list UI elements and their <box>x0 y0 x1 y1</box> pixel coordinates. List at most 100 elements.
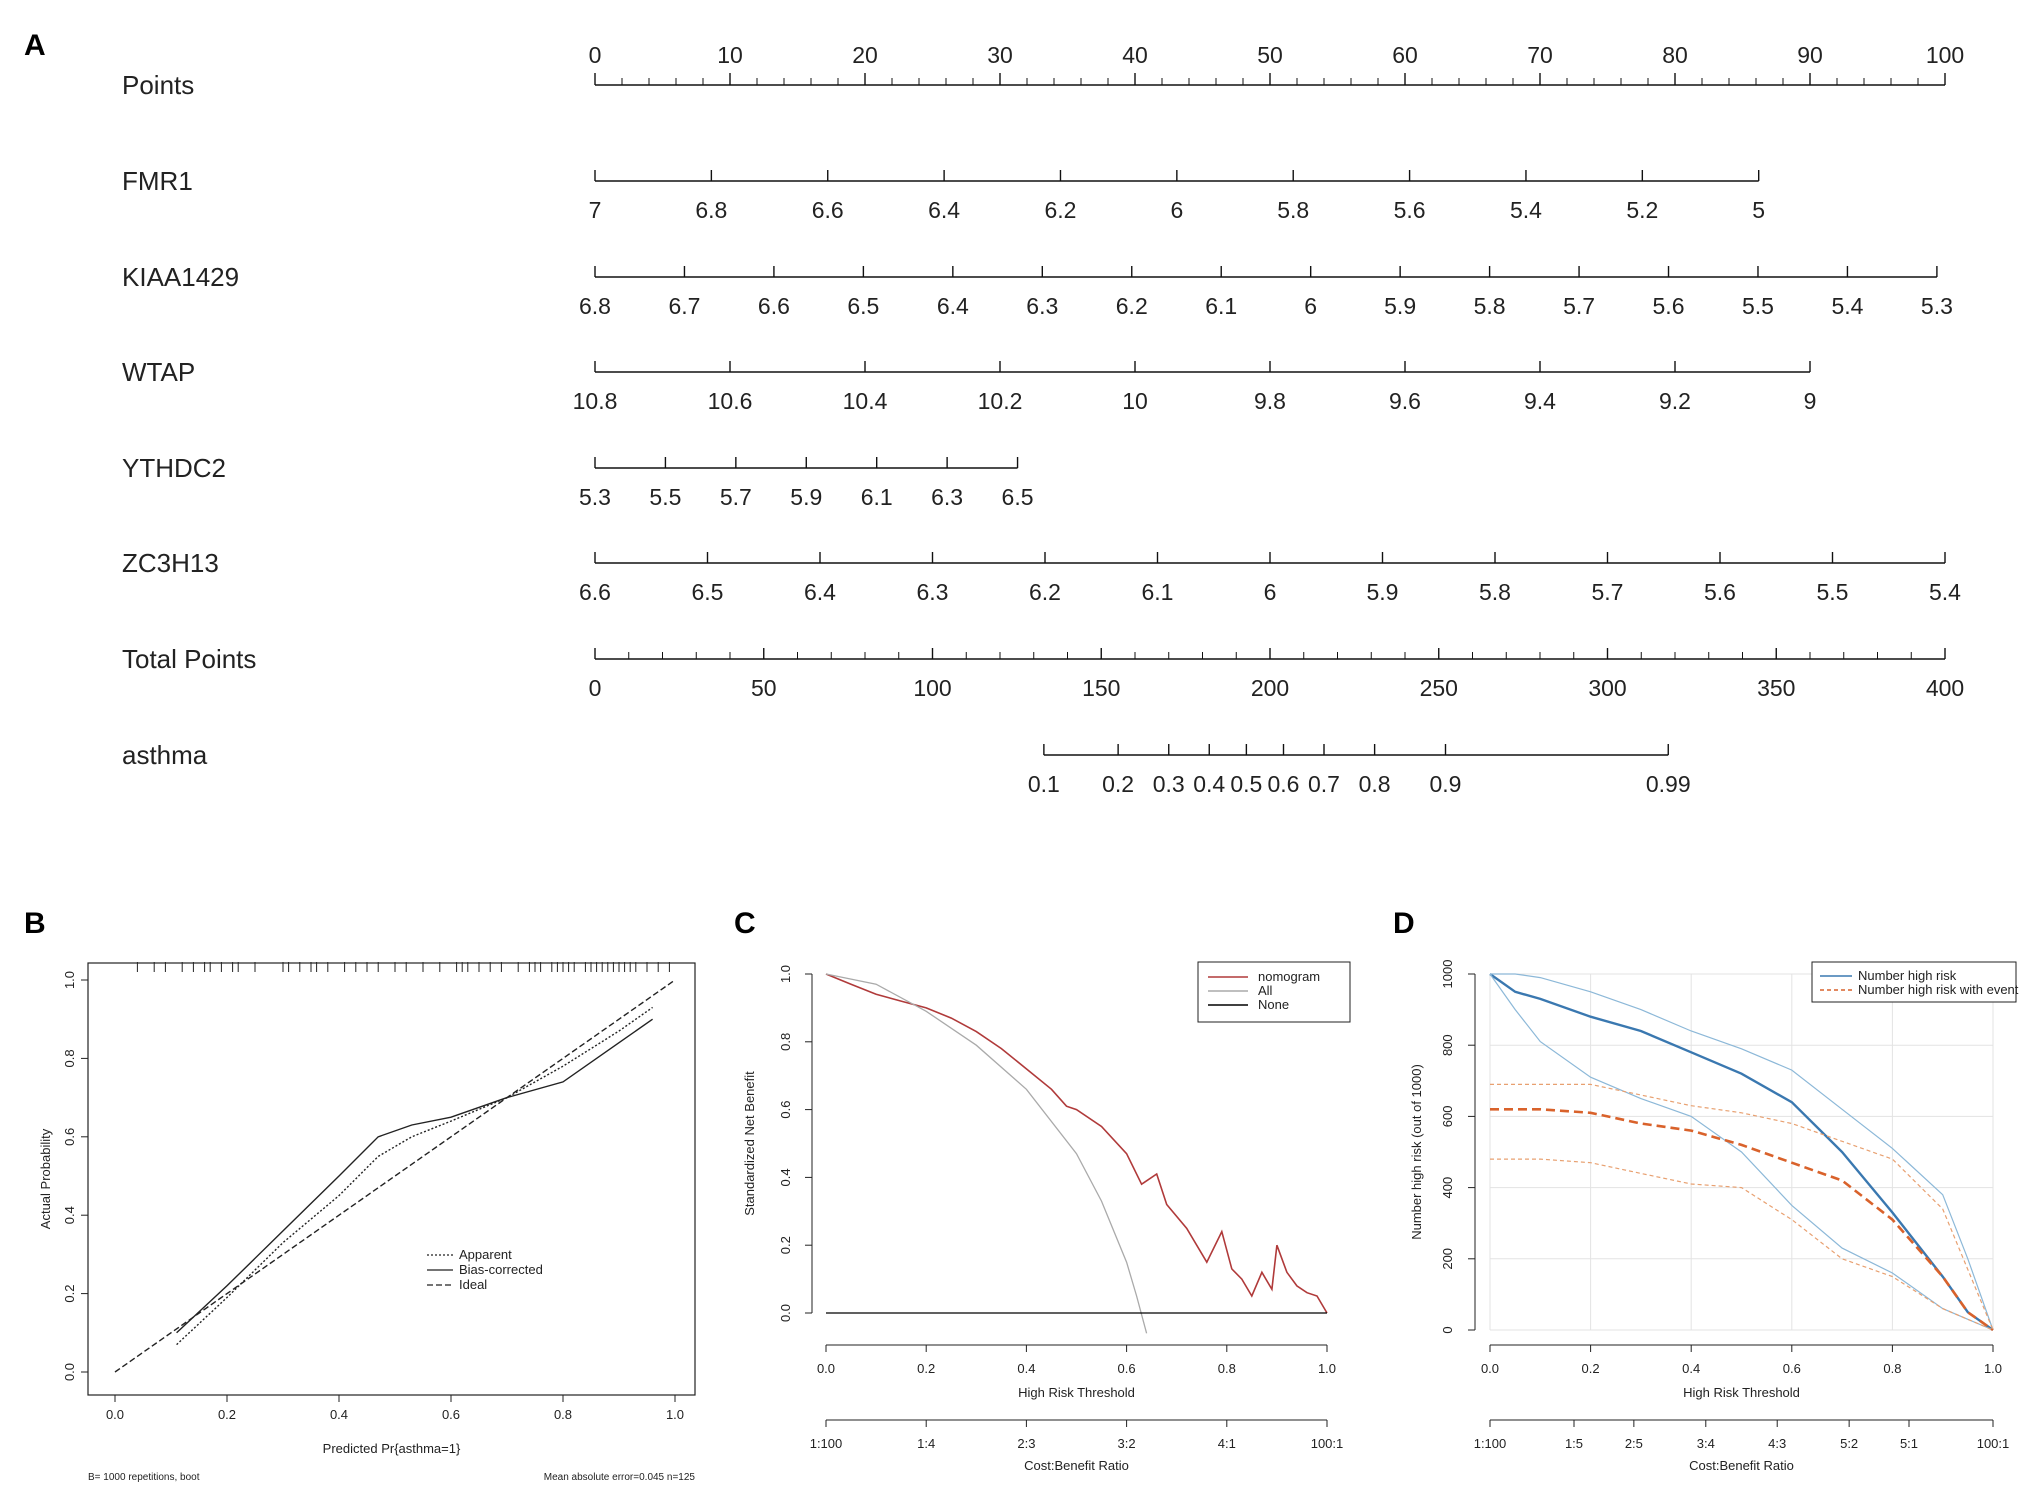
series-ideal <box>114 979 676 1373</box>
y-tick-label: 0.4 <box>62 1206 77 1224</box>
nomogram-row-total-points: Total Points 0 50 100 150 200 250 300 350 400 <box>122 644 1964 701</box>
y-tick-label: 0.8 <box>778 1033 793 1051</box>
x-tick-label: 1.0 <box>666 1407 684 1422</box>
nomogram-tick-label: 6.5 <box>1002 484 1034 510</box>
series-bias-corrected <box>176 1018 654 1334</box>
y-tick-label: 1000 <box>1440 960 1455 989</box>
y-tick-label: 0.0 <box>62 1363 77 1381</box>
nomogram-row-label: YTHDC2 <box>122 453 226 483</box>
nomogram-tick-label: 6.8 <box>579 293 611 319</box>
nomogram-tick-label: 5.5 <box>1817 579 1849 605</box>
nomogram-tick-label: 6 <box>1264 579 1277 605</box>
x-tick-label: 0.0 <box>1481 1361 1499 1376</box>
x2-tick-label: 4:1 <box>1218 1436 1236 1451</box>
nomogram-tick-label: 6.3 <box>931 484 963 510</box>
nomogram-row-asthma: asthma 0.1 0.2 0.3 0.4 0.5 0.6 0.7 0.8 0.9 0.99 <box>122 740 1691 797</box>
x-tick-label: 0.2 <box>1582 1361 1600 1376</box>
nomogram-tick-label: 6.1 <box>1142 579 1174 605</box>
nomogram-tick-label: 0.6 <box>1268 771 1300 797</box>
nomogram-row-label: FMR1 <box>122 166 193 196</box>
series-number-high-risk-upper <box>1490 973 1994 1331</box>
nomogram-tick-label: 5.9 <box>1384 293 1416 319</box>
y-tick-label: 0.0 <box>778 1304 793 1322</box>
nomogram-tick-label: 0.4 <box>1193 771 1225 797</box>
x-tick-label: 0.8 <box>1218 1361 1236 1376</box>
nomogram-tick-label: 0.2 <box>1102 771 1134 797</box>
nomogram-tick-label: 6.6 <box>758 293 790 319</box>
x-tick-label: 0.0 <box>106 1407 124 1422</box>
footnote-left: B= 1000 repetitions, boot <box>88 1472 200 1483</box>
y-tick-label: 0 <box>1440 1326 1455 1333</box>
x2-tick-label: 1:5 <box>1565 1436 1583 1451</box>
x-tick-label: 0.4 <box>1017 1361 1035 1376</box>
nomogram-tick-label: 10.8 <box>573 388 618 414</box>
nomogram-tick-label: 0.7 <box>1308 771 1340 797</box>
nomogram-row-label: asthma <box>122 740 208 770</box>
nomogram-tick-label: 6.3 <box>1026 293 1058 319</box>
x2-tick-label: 3:2 <box>1118 1436 1136 1451</box>
nomogram-tick-label: 5.5 <box>1742 293 1774 319</box>
nomogram-tick-label: 10.2 <box>978 388 1023 414</box>
clinical-impact-panel: 0.0 0.2 0.4 0.6 0.8 1.0 0 200 400 600 800 1000 High … <box>1409 960 2019 1473</box>
nomogram-tick-label: 0.3 <box>1153 771 1185 797</box>
nomogram-tick-label: 5.8 <box>1277 197 1309 223</box>
y-tick-label: 0.2 <box>778 1236 793 1254</box>
nomogram-tick-label: 5.6 <box>1704 579 1736 605</box>
nomogram-row-points: Points 0 10 20 30 40 50 60 70 80 90 100 <box>122 42 1964 100</box>
x2-tick-label: 5:1 <box>1900 1436 1918 1451</box>
x2-tick-label: 4:3 <box>1768 1436 1786 1451</box>
nomogram-tick-label: 6.2 <box>1044 197 1076 223</box>
x-tick-label: 0.4 <box>330 1407 348 1422</box>
nomogram-tick-label: 50 <box>751 675 777 701</box>
nomogram-tick-label: 0.9 <box>1430 771 1462 797</box>
x2-tick-label: 100:1 <box>1977 1436 2010 1451</box>
x2-tick-label: 2:5 <box>1625 1436 1643 1451</box>
nomogram-tick-label: 5.2 <box>1626 197 1658 223</box>
x2-axis-label: Cost:Benefit Ratio <box>1024 1458 1129 1473</box>
nomogram-tick-label: 9.2 <box>1659 388 1691 414</box>
nomogram-tick-label: 250 <box>1420 675 1458 701</box>
series-number-high-risk <box>1489 973 1994 1331</box>
nomogram-tick-label: 10.4 <box>843 388 888 414</box>
nomogram-tick-label: 90 <box>1797 42 1823 68</box>
nomogram-tick-label: 6.4 <box>804 579 836 605</box>
y-tick-label: 0.4 <box>778 1168 793 1186</box>
nomogram-tick-label: 150 <box>1082 675 1120 701</box>
nomogram-tick-label: 5.9 <box>790 484 822 510</box>
nomogram-tick-label: 5.3 <box>579 484 611 510</box>
nomogram-tick-label: 6.6 <box>812 197 844 223</box>
nomogram-tick-label: 6.3 <box>917 579 949 605</box>
nomogram-tick-label: 5.7 <box>1592 579 1624 605</box>
x-axis-label: High Risk Threshold <box>1683 1385 1800 1400</box>
x2-axis-label: Cost:Benefit Ratio <box>1689 1458 1794 1473</box>
nomogram-row-label: ZC3H13 <box>122 548 219 578</box>
y-tick-label: 0.6 <box>778 1101 793 1119</box>
nomogram-tick-label: 5.4 <box>1510 197 1542 223</box>
nomogram-tick-label: 9 <box>1804 388 1817 414</box>
panel-label-b: B <box>24 907 46 940</box>
x-tick-label: 0.2 <box>917 1361 935 1376</box>
x-axis-label: High Risk Threshold <box>1018 1385 1135 1400</box>
panel-label-c: C <box>734 907 756 940</box>
nomogram-tick-label: 6 <box>1170 197 1183 223</box>
y-tick-label: 400 <box>1440 1177 1455 1199</box>
nomogram-tick-label: 60 <box>1392 42 1418 68</box>
nomogram-row-ythdc2: YTHDC2 5.3 5.5 5.7 5.9 6.1 6.3 6.5 <box>122 453 1034 510</box>
nomogram-tick-label: 5.7 <box>1563 293 1595 319</box>
legend-box <box>1811 961 2017 1003</box>
nomogram-tick-label: 5.8 <box>1479 579 1511 605</box>
legend-label: nomogram <box>1258 969 1320 984</box>
plot-frame <box>87 962 696 1396</box>
nomogram-tick-label: 40 <box>1122 42 1148 68</box>
nomogram-tick-label: 6.8 <box>695 197 727 223</box>
x2-tick-label: 1:100 <box>1474 1436 1507 1451</box>
nomogram-tick-label: 5.6 <box>1653 293 1685 319</box>
nomogram-tick-label: 9.4 <box>1524 388 1556 414</box>
nomogram-row-label: Points <box>122 70 194 100</box>
series-apparent <box>176 1006 654 1346</box>
series-number-high-risk-with-event-lower <box>1490 1158 1994 1331</box>
